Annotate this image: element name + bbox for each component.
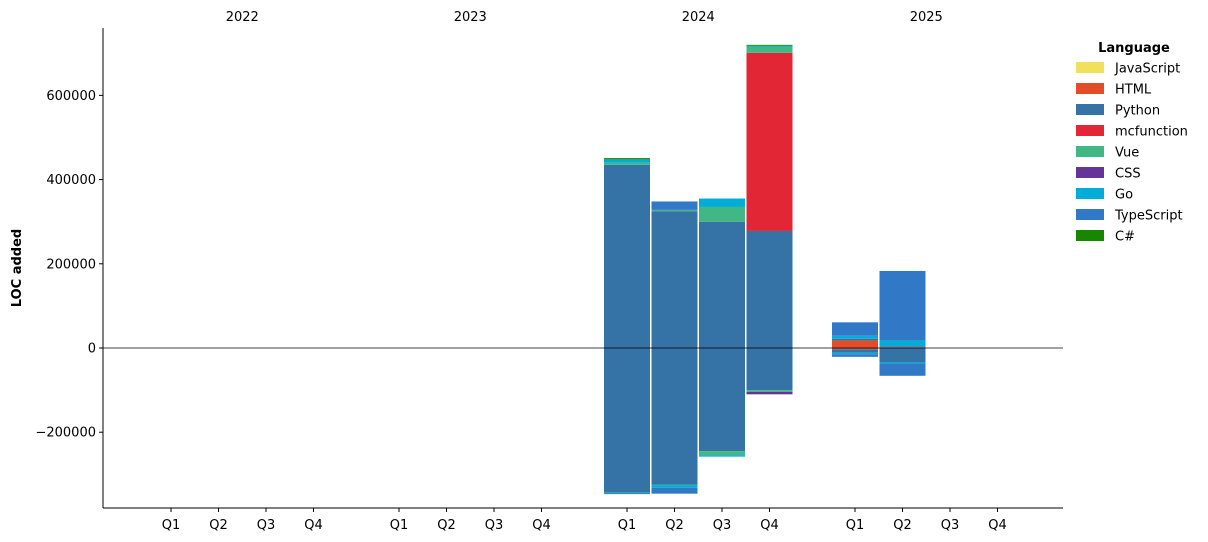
legend-swatch-typescript (1076, 209, 1104, 220)
bar-segment-python-neg-11 (746, 348, 793, 391)
legend-swatch-python (1076, 104, 1104, 115)
bar-segment-python-neg-10 (699, 348, 745, 452)
bar-segment-go-8 (604, 159, 650, 163)
x-tick-label: Q4 (760, 518, 779, 533)
legend-label-javascript: JavaScript (1114, 62, 1180, 77)
legend-label-typescript: TypeScript (1114, 209, 1183, 224)
legend-label-vue: Vue (1115, 146, 1139, 161)
legend-label-mcfunction: mcfunction (1115, 125, 1188, 140)
legend-swatch-go (1076, 188, 1104, 199)
legend-label-python: Python (1115, 104, 1160, 119)
bar-segment-typescript-neg-9 (651, 487, 698, 494)
y-tick-label: 200000 (46, 257, 96, 272)
bar-segment-python-neg-13 (879, 348, 926, 363)
bar-segment-typescript-13 (879, 270, 926, 341)
bar-segment-html-neg-12 (832, 348, 878, 350)
bar-segment-csharp-8 (604, 158, 650, 160)
year-label-2023: 2023 (454, 10, 487, 25)
bar-segment-html-13 (879, 347, 926, 348)
x-tick-label: Q2 (437, 518, 456, 533)
legend-swatch-vue (1076, 146, 1104, 157)
legend-swatch-javascript (1076, 62, 1104, 73)
x-tick-label: Q2 (209, 518, 228, 533)
x-tick-label: Q4 (988, 518, 1007, 533)
y-tick-label: 400000 (46, 173, 96, 188)
bar-segment-go-neg-13 (879, 362, 926, 364)
year-label-2022: 2022 (226, 10, 259, 25)
bar-segment-go-12 (832, 335, 878, 339)
bar-segment-go-11 (746, 45, 793, 47)
year-labels: 2022 2023 2024 2025 (226, 10, 943, 25)
legend: Language JavaScript HTML Python mcfunction V… (1076, 41, 1188, 245)
bar-segment-vue-9 (651, 209, 698, 212)
x-tick-label: Q1 (846, 518, 865, 533)
bar-segment-vue-neg-11 (746, 390, 793, 392)
bar-segment-python-13 (879, 346, 926, 348)
bar-segment-typescript-neg-13 (879, 364, 926, 376)
legend-swatch-html (1076, 83, 1104, 94)
y-tick-label: −200000 (35, 426, 96, 441)
bar-segment-typescript-neg-8 (604, 493, 650, 495)
bar-segment-go-neg-9 (651, 485, 698, 488)
bars-layer (604, 44, 926, 495)
x-tick-label: Q2 (893, 518, 912, 533)
bar-segment-python-neg-8 (604, 348, 650, 493)
x-tick-label: Q4 (532, 518, 551, 533)
legend-label-html: HTML (1115, 83, 1152, 98)
x-tick-label: Q3 (713, 518, 732, 533)
bar-segment-python-10 (699, 221, 745, 348)
x-tick-label: Q4 (304, 518, 323, 533)
year-label-2024: 2024 (682, 10, 715, 25)
bar-segment-go-10 (699, 198, 745, 207)
x-tick-label: Q1 (618, 518, 637, 533)
bar-segment-vue-10 (699, 206, 745, 222)
x-tick-label: Q2 (665, 518, 684, 533)
bar-segment-typescript-12 (832, 322, 878, 336)
bar-segment-go-neg-8 (604, 492, 650, 494)
bar-segment-vue-11 (746, 46, 793, 53)
bar-segment-python-neg-9 (651, 348, 698, 485)
bar-segment-python-9 (651, 211, 698, 348)
y-axis-title: LOC added (10, 229, 25, 307)
bar-segment-vue-neg-10 (699, 451, 745, 456)
x-tick-label: Q3 (485, 518, 504, 533)
legend-swatch-csharp (1076, 230, 1104, 241)
x-ticks: Q1 Q2 Q3 Q4 Q1 Q2 Q3 Q4 Q1 Q2 Q3 Q4 Q1 Q2 Q3 Q4 (162, 508, 1007, 533)
bar-segment-html-12 (832, 340, 878, 348)
y-ticks: −200000 0 200000 400000 600000 (35, 89, 103, 441)
legend-label-csharp: C# (1115, 230, 1135, 245)
bar-segment-python-neg-12 (832, 349, 878, 353)
x-tick-label: Q3 (257, 518, 276, 533)
legend-label-go: Go (1115, 188, 1133, 203)
bar-segment-csharp-11 (746, 44, 793, 46)
bar-segment-python-12 (832, 338, 878, 341)
x-tick-label: Q1 (162, 518, 181, 533)
bar-segment-python-11 (746, 230, 793, 348)
legend-swatch-css (1076, 167, 1104, 178)
bar-segment-css-neg-11 (746, 391, 793, 395)
x-tick-label: Q3 (941, 518, 960, 533)
year-label-2025: 2025 (910, 10, 943, 25)
x-tick-label: Q1 (390, 518, 409, 533)
bar-segment-go-13 (879, 340, 926, 347)
legend-label-css: CSS (1115, 167, 1141, 182)
legend-title: Language (1098, 41, 1170, 56)
bar-segment-typescript-neg-12 (832, 354, 878, 357)
bar-segment-vue-neg-8 (604, 492, 650, 494)
bar-segment-vue-8 (604, 162, 650, 165)
bar-segment-mcfunction-11 (746, 52, 793, 231)
bar-segment-typescript-9 (651, 201, 698, 210)
y-tick-label: 600000 (46, 89, 96, 104)
legend-swatch-mcfunction (1076, 125, 1104, 136)
bar-segment-python-8 (604, 164, 650, 348)
y-tick-label: 0 (88, 342, 96, 357)
bar-segment-go-neg-12 (832, 352, 878, 355)
bar-segment-go-neg-10 (699, 455, 745, 457)
bar-segment-vue-neg-9 (651, 484, 698, 486)
